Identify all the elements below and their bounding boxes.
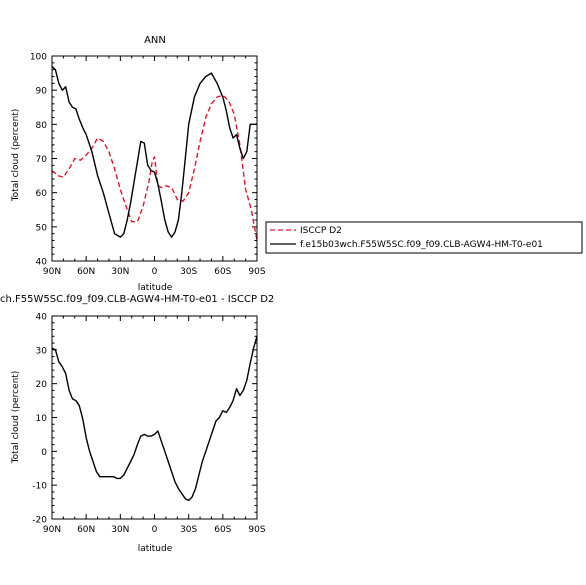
bottom-y-axis-label: Total cloud (percent) <box>11 371 21 465</box>
legend-label-model: f.e15b03wch.F55W5SC.f09_f09.CLB-AGW4-HM-… <box>300 240 543 250</box>
bottom-x-axis-label: latitude <box>138 544 173 554</box>
top-xtick-label: 30N <box>111 267 129 277</box>
bottom-xtick-label: 0 <box>152 525 158 535</box>
bottom-panel: ch.F55W5SC.f09_f09.CLB-AGW4-HM-T0-e01 - … <box>0 294 274 554</box>
legend-box <box>265 221 583 254</box>
top-ytick-label: 80 <box>36 121 48 131</box>
top-xtick-label: 90N <box>43 267 61 277</box>
top-xtick-label: 60S <box>214 267 231 277</box>
bottom-xtick-label: 60S <box>214 525 231 535</box>
top-x-axis-label: latitude <box>138 283 173 293</box>
bottom-chart-title: ch.F55W5SC.f09_f09.CLB-AGW4-HM-T0-e01 - … <box>0 294 274 305</box>
top-series-lines <box>51 65 258 241</box>
bottom-ytick-label: -20 <box>32 516 47 526</box>
bottom-xtick-label: 90S <box>248 525 265 535</box>
bottom-xtick-label: 30S <box>180 525 197 535</box>
top-series-line-1 <box>51 94 258 241</box>
top-ytick-label: 60 <box>36 189 48 199</box>
top-ytick-label: 70 <box>36 155 48 165</box>
bottom-series-line-1 <box>51 336 258 502</box>
bottom-ytick-label: 10 <box>36 414 48 424</box>
bottom-ytick-label: 40 <box>36 313 48 323</box>
top-chart-title: ANN <box>144 35 166 46</box>
top-ytick-label: 50 <box>36 223 48 233</box>
top-ytick-label: 90 <box>36 87 48 97</box>
top-xtick-label: 60N <box>77 267 95 277</box>
legend: ISCCP D2 f.e15b03wch.F55W5SC.f09_f09.CLB… <box>265 221 583 254</box>
top-ytick-label: 40 <box>36 258 48 268</box>
legend-label-isccp: ISCCP D2 <box>300 226 342 236</box>
bottom-xtick-label: 60N <box>77 525 95 535</box>
top-panel: ANN Total cloud (percent) latitude 40 50 6… <box>11 35 266 293</box>
bottom-series-lines <box>51 336 258 502</box>
bottom-ytick-label: 30 <box>36 346 48 356</box>
bottom-xtick-label: 90N <box>43 525 61 535</box>
bottom-ytick-label: -10 <box>32 482 47 492</box>
top-plot-frame <box>51 55 258 262</box>
bottom-plot-frame <box>51 315 258 520</box>
bottom-ytick-label: 20 <box>36 380 48 390</box>
top-xtick-label: 0 <box>152 267 158 277</box>
top-y-axis-label: Total cloud (percent) <box>11 109 21 203</box>
bottom-xtick-label: 30N <box>111 525 129 535</box>
top-ytick-label: 100 <box>30 53 47 63</box>
top-xtick-label: 30S <box>180 267 197 277</box>
bottom-axis-ticks: -20 -10 0 10 20 30 40 90N 60N 30N 0 30S 60S 90S <box>32 313 266 536</box>
bottom-ytick-label: 0 <box>41 448 47 458</box>
top-axis-ticks: 40 50 60 70 80 90 100 90N 60N 30N 0 30S 60S 90S <box>30 53 266 278</box>
top-series-line-2 <box>51 65 257 238</box>
top-xtick-label: 90S <box>248 267 265 277</box>
